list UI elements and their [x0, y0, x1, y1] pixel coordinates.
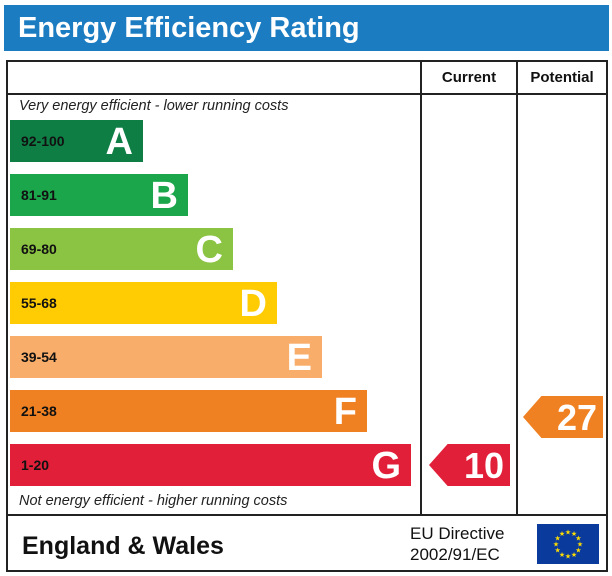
current-column-divider [420, 62, 422, 514]
eu-star-icon: ★ [559, 530, 565, 538]
current-rating-value: 10 [463, 445, 504, 486]
eu-star-icon: ★ [554, 547, 560, 555]
eu-star-icon: ★ [554, 535, 560, 543]
band-letter: C [195, 229, 223, 271]
eu-star-icon: ★ [571, 551, 577, 559]
eu-star-icon: ★ [565, 553, 571, 561]
band-range: 92-100 [21, 133, 65, 149]
band-b: 81-91 B [10, 174, 188, 217]
band-letter: E [286, 337, 312, 379]
current-rating-arrow: 10 [429, 444, 510, 486]
region-label: England & Wales [22, 532, 224, 560]
band-range: 1-20 [21, 457, 50, 473]
eu-star-icon: ★ [575, 535, 581, 543]
band-range: 55-68 [21, 295, 57, 311]
band-range: 21-38 [21, 403, 57, 419]
band-c: 69-80 C [10, 228, 233, 271]
potential-column-header: Potential [530, 69, 594, 86]
eu-star-icon: ★ [571, 530, 577, 538]
band-f: 21-38 F [10, 390, 367, 433]
band-range: 69-80 [21, 241, 57, 257]
potential-column-divider [516, 62, 518, 514]
band-d: 55-68 D [10, 282, 277, 325]
potential-rating-arrow: 27 [523, 396, 603, 438]
band-range: 39-54 [21, 349, 57, 365]
footer-divider [8, 514, 606, 516]
eu-star-icon: ★ [553, 541, 559, 549]
current-column-header: Current [441, 69, 497, 86]
header-divider [8, 93, 606, 95]
eu-star-icon: ★ [559, 551, 565, 559]
bottom-caption: Not energy efficient - higher running co… [19, 493, 288, 509]
eu-directive-text: EU Directive 2002/91/EC [410, 523, 504, 565]
band-letter: D [239, 283, 267, 325]
eu-star-icon: ★ [575, 547, 581, 555]
band-letter: B [150, 175, 178, 217]
band-letter: G [371, 445, 401, 487]
potential-rating-value: 27 [556, 397, 597, 438]
band-g: 1-20 G [10, 444, 411, 487]
directive-line-2: 2002/91/EC [410, 545, 500, 564]
band-letter: A [105, 121, 133, 163]
band-a: 92-100 A [10, 120, 143, 163]
eu-star-icon: ★ [577, 541, 583, 549]
band-letter: F [333, 391, 357, 433]
eu-flag-icon: ★ ★ ★ ★ ★ ★ ★ ★ ★ ★ ★ ★ [537, 524, 599, 564]
band-e: 39-54 E [10, 336, 322, 379]
eu-star-icon: ★ [565, 529, 571, 537]
band-range: 81-91 [21, 187, 57, 203]
directive-line-1: EU Directive [410, 524, 505, 543]
chart-title: Energy Efficiency Rating [4, 5, 609, 51]
rating-frame: Current Potential Very energy efficient … [6, 60, 608, 572]
top-caption: Very energy efficient - lower running co… [19, 98, 289, 114]
